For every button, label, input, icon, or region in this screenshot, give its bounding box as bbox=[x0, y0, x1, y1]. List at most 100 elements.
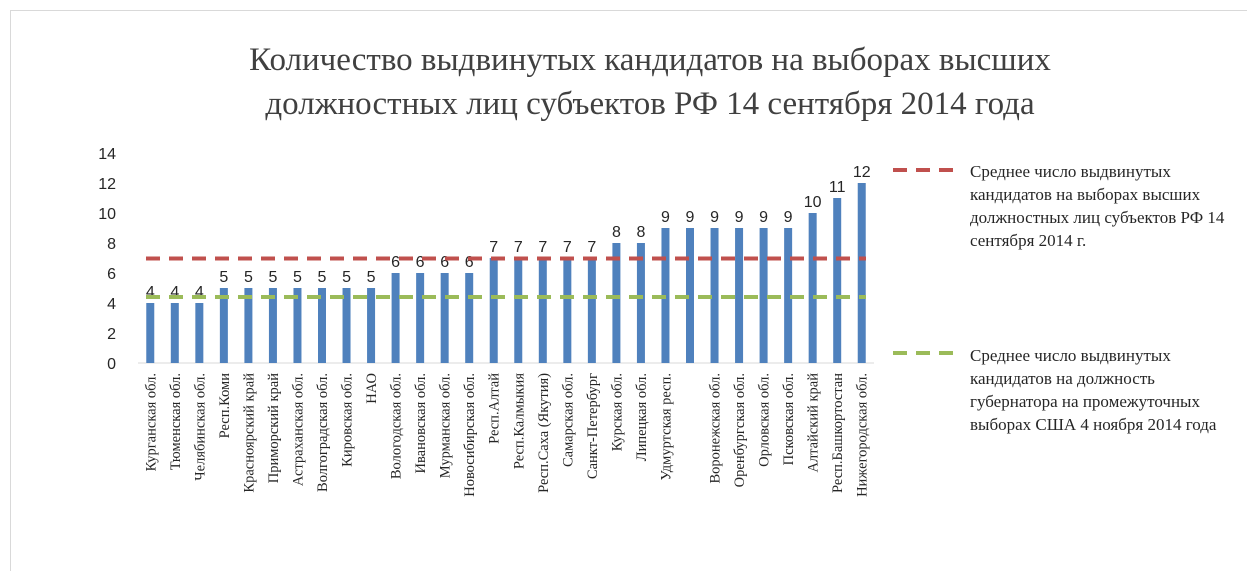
x-tick-label: Ивановская обл. bbox=[413, 373, 429, 473]
x-tick-label: Самарская обл. bbox=[560, 373, 576, 467]
data-label: 11 bbox=[829, 179, 846, 196]
bar bbox=[416, 273, 425, 363]
data-label: 5 bbox=[293, 269, 302, 286]
bar bbox=[833, 198, 842, 363]
x-tick-label: Кировская обл. bbox=[340, 373, 356, 467]
x-tick-label: Респ.Калмыкия bbox=[511, 373, 527, 469]
bar bbox=[784, 228, 793, 363]
x-tick-label: Санкт-Петербург bbox=[585, 373, 601, 479]
x-tick-label: Челябинская обл. bbox=[192, 373, 208, 481]
bar bbox=[686, 228, 694, 363]
bar bbox=[538, 258, 547, 363]
x-tick-label: Красноярский край bbox=[241, 373, 257, 493]
legend-label: Среднее число выдвинутых кандидатов на д… bbox=[970, 346, 1217, 434]
data-label: 4 bbox=[170, 284, 179, 301]
y-tick-label: 12 bbox=[98, 176, 116, 193]
bar bbox=[268, 288, 277, 363]
data-label: 9 bbox=[661, 209, 670, 226]
bar bbox=[293, 288, 302, 363]
x-tick-label: Нижегородская обл. bbox=[855, 373, 871, 497]
x-tick-label: НАО bbox=[364, 373, 380, 404]
x-tick-label: Оренбургская обл. bbox=[732, 373, 748, 487]
legend-label: Среднее число выдвинутых кандидатов на в… bbox=[970, 162, 1225, 250]
data-label: 9 bbox=[759, 209, 768, 226]
x-tick-label: Вологодская обл. bbox=[389, 373, 405, 479]
data-label: 5 bbox=[244, 269, 253, 286]
data-label: 5 bbox=[268, 269, 277, 286]
data-label: 9 bbox=[735, 209, 744, 226]
bar bbox=[170, 303, 179, 363]
y-tick-label: 4 bbox=[107, 296, 116, 313]
y-tick-label: 14 bbox=[98, 146, 116, 163]
data-label: 4 bbox=[195, 284, 204, 301]
data-label: 5 bbox=[219, 269, 228, 286]
x-tick-label: Респ.Коми bbox=[217, 373, 233, 439]
data-label: 8 bbox=[612, 224, 621, 241]
bar bbox=[612, 243, 621, 363]
data-label: 9 bbox=[710, 209, 719, 226]
bar bbox=[710, 228, 719, 363]
y-tick-label: 0 bbox=[107, 356, 116, 373]
x-tick-label: Приморский край bbox=[266, 373, 282, 484]
x-tick-label: Удмуртская респ. bbox=[658, 373, 674, 480]
bar bbox=[489, 258, 498, 363]
data-label: 6 bbox=[465, 254, 474, 271]
bar bbox=[636, 243, 645, 363]
bar bbox=[440, 273, 449, 363]
data-label: 7 bbox=[563, 239, 572, 256]
x-tick-label: Орловская обл. bbox=[757, 373, 773, 467]
bar bbox=[367, 288, 376, 363]
bar bbox=[219, 288, 228, 363]
bar bbox=[514, 258, 523, 363]
bar bbox=[318, 288, 326, 363]
data-label: 7 bbox=[538, 239, 547, 256]
chart-frame bbox=[10, 10, 1247, 571]
x-tick-label: Псковская обл. bbox=[781, 373, 797, 465]
data-label: 8 bbox=[636, 224, 645, 241]
x-tick-label: Воронежская обл. bbox=[708, 373, 724, 484]
bar bbox=[563, 258, 572, 363]
bar bbox=[465, 273, 474, 363]
x-tick-label: Астраханская обл. bbox=[290, 373, 306, 486]
x-tick-label: Респ.Саха (Якутия) bbox=[536, 373, 552, 493]
data-label: 10 bbox=[804, 194, 822, 211]
data-label: 5 bbox=[367, 269, 376, 286]
x-tick-label: Новосибирская обл. bbox=[462, 373, 478, 497]
chart-title: Количество выдвинутых кандидатов на выбо… bbox=[249, 42, 1051, 122]
data-label: 5 bbox=[318, 269, 327, 286]
y-tick-label: 8 bbox=[107, 236, 116, 253]
x-tick-label: Волгоградская обл. bbox=[315, 373, 331, 492]
bar bbox=[342, 288, 351, 363]
bar bbox=[857, 183, 866, 363]
x-tick-label: Респ.Башкортостан bbox=[830, 373, 846, 493]
bar bbox=[391, 273, 400, 363]
bar bbox=[146, 303, 155, 363]
y-tick-label: 6 bbox=[107, 266, 116, 283]
data-label: 9 bbox=[686, 209, 695, 226]
data-label: 12 bbox=[853, 164, 871, 181]
bar bbox=[244, 288, 253, 363]
data-label: 9 bbox=[784, 209, 793, 226]
x-tick-label: Алтайский край bbox=[806, 373, 822, 473]
x-tick-label: Тюменская обл. bbox=[168, 373, 184, 470]
y-tick-label: 2 bbox=[107, 326, 116, 343]
data-label: 6 bbox=[416, 254, 425, 271]
x-tick-label: Респ.Алтай bbox=[487, 373, 503, 444]
data-label: 6 bbox=[391, 254, 400, 271]
x-tick-label: Липецкая обл. bbox=[634, 373, 650, 461]
y-tick-label: 10 bbox=[98, 206, 116, 223]
data-label: 6 bbox=[440, 254, 449, 271]
bar bbox=[808, 213, 817, 363]
bar bbox=[587, 258, 596, 363]
data-label: 4 bbox=[146, 284, 155, 301]
data-label: 7 bbox=[514, 239, 523, 256]
data-label: 7 bbox=[587, 239, 596, 256]
x-tick-label: Мурманская обл. bbox=[438, 373, 454, 478]
data-label: 7 bbox=[489, 239, 498, 256]
bar bbox=[735, 228, 744, 363]
x-tick-label: Курганская обл. bbox=[143, 373, 159, 471]
bar bbox=[195, 303, 204, 363]
bar bbox=[759, 228, 768, 363]
